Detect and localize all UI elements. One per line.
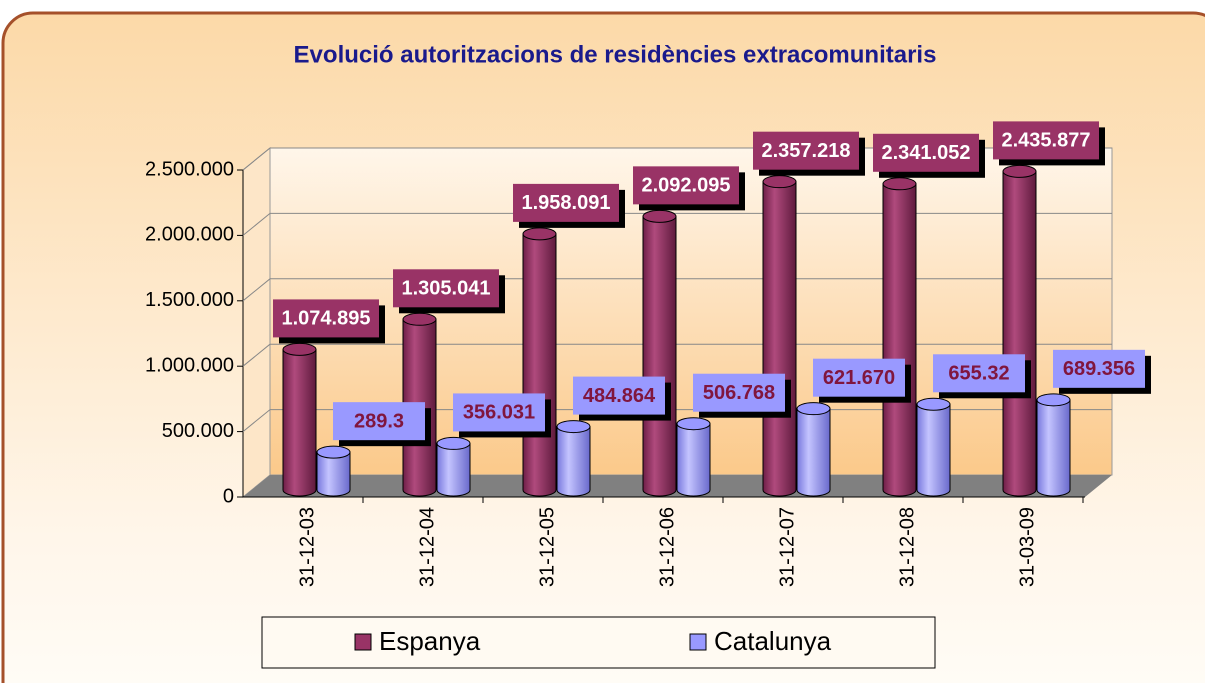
bar bbox=[316, 451, 351, 497]
bar-top bbox=[522, 227, 557, 241]
grid-line bbox=[242, 343, 271, 367]
y-tick-label: 500.000 bbox=[162, 420, 234, 442]
bar-top bbox=[1036, 393, 1071, 407]
y-tick-label: 0 bbox=[223, 485, 234, 507]
side-wall bbox=[242, 146, 271, 499]
bar-top bbox=[1002, 164, 1037, 178]
data-label: 1.074.895 bbox=[282, 308, 371, 330]
x-tick-label: 31-12-05 bbox=[536, 507, 558, 587]
bar-top bbox=[642, 209, 677, 223]
bar-top bbox=[676, 417, 711, 431]
label-box bbox=[873, 133, 979, 172]
x-tick-label: 31-12-08 bbox=[896, 507, 918, 587]
data-label: 1.958.091 bbox=[522, 192, 611, 214]
data-label: 506.768 bbox=[703, 382, 775, 404]
x-tick-label: 31-12-04 bbox=[416, 507, 438, 587]
bar bbox=[522, 233, 557, 497]
legend-swatch bbox=[689, 633, 707, 651]
bar-top bbox=[556, 420, 591, 434]
bar bbox=[916, 403, 951, 497]
label-box bbox=[453, 393, 545, 432]
bar-top bbox=[436, 436, 471, 450]
label-box bbox=[633, 166, 739, 205]
label-box bbox=[693, 373, 785, 412]
bar bbox=[642, 215, 677, 497]
bar bbox=[1036, 399, 1071, 497]
label-box bbox=[753, 131, 859, 170]
x-tick-label: 31-12-06 bbox=[656, 507, 678, 587]
bar-top bbox=[882, 177, 917, 191]
y-tick-label: 1.000.000 bbox=[145, 354, 234, 376]
legend-label: Catalunya bbox=[714, 626, 832, 656]
data-label: 2.341.052 bbox=[882, 142, 971, 164]
legend bbox=[261, 616, 936, 669]
chart-title: Evolució autoritzacions de residències e… bbox=[294, 41, 937, 68]
legend-swatch bbox=[354, 633, 372, 651]
legend-label: Espanya bbox=[379, 626, 481, 656]
bar-top bbox=[796, 402, 831, 416]
label-box bbox=[933, 354, 1025, 393]
x-tick-label: 31-12-03 bbox=[296, 507, 318, 587]
data-label: 621.670 bbox=[823, 367, 895, 389]
label-box bbox=[333, 402, 425, 441]
label-box bbox=[993, 121, 1099, 160]
x-tick-label: 31-12-07 bbox=[776, 507, 798, 587]
data-label: 2.357.218 bbox=[762, 140, 851, 162]
bar bbox=[556, 426, 591, 497]
bar-top bbox=[402, 312, 437, 326]
bar bbox=[796, 408, 831, 497]
bar bbox=[882, 183, 917, 497]
data-label: 2.092.095 bbox=[642, 175, 731, 197]
data-label: 484.864 bbox=[583, 385, 656, 407]
x-tick-label: 31-03-09 bbox=[1016, 507, 1038, 587]
data-label: 689.356 bbox=[1063, 358, 1135, 380]
label-box bbox=[813, 358, 905, 397]
label-box bbox=[393, 269, 499, 308]
bar bbox=[436, 442, 471, 497]
bar-top bbox=[762, 175, 797, 189]
label-box bbox=[273, 299, 379, 338]
data-label: 2.435.877 bbox=[1002, 130, 1091, 152]
data-label: 289.3 bbox=[354, 410, 404, 432]
bar bbox=[762, 181, 797, 497]
label-box bbox=[573, 376, 665, 415]
bar-top bbox=[916, 397, 951, 411]
grid-line bbox=[242, 278, 271, 302]
data-label: 655.32 bbox=[948, 363, 1009, 385]
bar-top bbox=[316, 445, 351, 459]
y-tick-label: 1.500.000 bbox=[145, 289, 234, 311]
label-box bbox=[1053, 349, 1145, 388]
data-label: 356.031 bbox=[463, 402, 535, 424]
label-box bbox=[513, 183, 619, 222]
bar-top bbox=[282, 342, 317, 356]
grid-line bbox=[242, 213, 271, 236]
y-tick-label: 2.000.000 bbox=[145, 224, 234, 246]
grid-line bbox=[242, 409, 271, 432]
bar bbox=[282, 348, 317, 497]
grid-line bbox=[242, 147, 271, 171]
bar bbox=[676, 423, 711, 497]
bar bbox=[1002, 170, 1037, 497]
data-label: 1.305.041 bbox=[402, 278, 491, 300]
y-tick-label: 2.500.000 bbox=[145, 158, 234, 180]
